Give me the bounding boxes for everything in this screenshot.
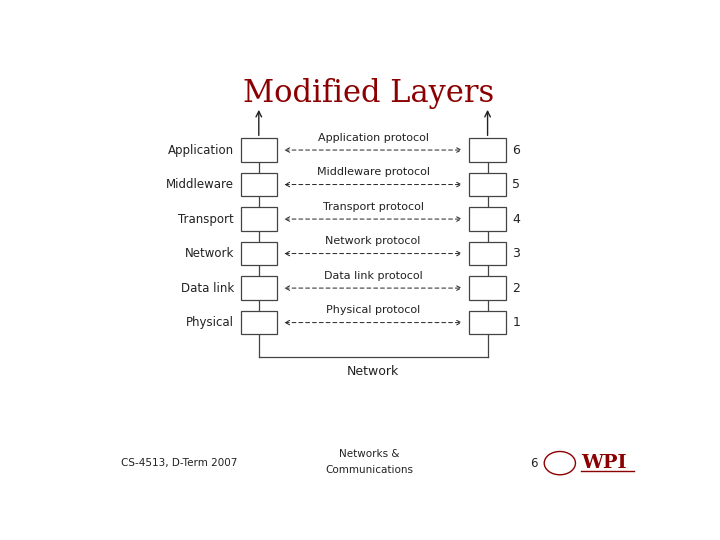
Text: WPI: WPI <box>581 454 626 472</box>
Text: 4: 4 <box>513 213 521 226</box>
Bar <box>240 138 277 162</box>
Text: 1: 1 <box>513 316 521 329</box>
Text: Network: Network <box>184 247 234 260</box>
Text: Data link protocol: Data link protocol <box>324 271 423 281</box>
Text: Transport: Transport <box>179 213 234 226</box>
Bar <box>469 242 505 266</box>
Bar <box>240 207 277 231</box>
Text: 2: 2 <box>513 281 521 295</box>
Text: 6: 6 <box>530 457 537 470</box>
Text: CS-4513, D-Term 2007: CS-4513, D-Term 2007 <box>121 458 237 468</box>
Text: 3: 3 <box>513 247 521 260</box>
Text: 5: 5 <box>513 178 521 191</box>
Text: Physical protocol: Physical protocol <box>326 305 420 315</box>
Text: Application: Application <box>168 144 234 157</box>
Text: Network protocol: Network protocol <box>325 236 421 246</box>
Text: Modified Layers: Modified Layers <box>243 78 495 110</box>
Bar <box>469 276 505 300</box>
Text: 6: 6 <box>513 144 521 157</box>
Text: Transport protocol: Transport protocol <box>323 201 423 212</box>
Text: Data link: Data link <box>181 281 234 295</box>
Bar <box>240 173 277 197</box>
Bar <box>469 207 505 231</box>
Text: Networks &: Networks & <box>338 449 400 459</box>
Bar <box>240 242 277 266</box>
Text: Middleware protocol: Middleware protocol <box>317 167 430 177</box>
Text: Middleware: Middleware <box>166 178 234 191</box>
Text: Application protocol: Application protocol <box>318 132 428 143</box>
Text: Communications: Communications <box>325 465 413 475</box>
Bar <box>240 276 277 300</box>
Text: Network: Network <box>347 365 400 378</box>
Bar <box>469 138 505 162</box>
Text: Physical: Physical <box>186 316 234 329</box>
Bar <box>240 310 277 334</box>
Bar <box>469 173 505 197</box>
Bar <box>469 310 505 334</box>
